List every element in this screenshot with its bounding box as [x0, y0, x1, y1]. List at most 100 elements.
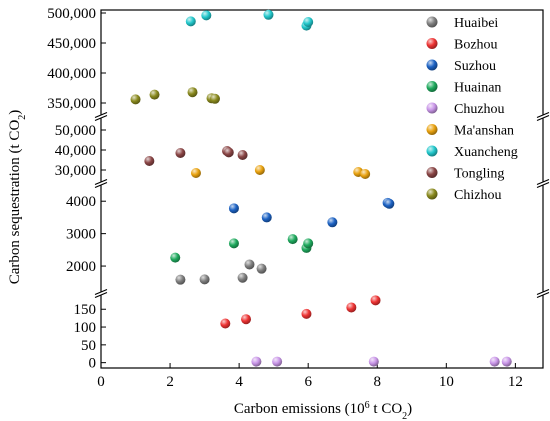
x-tick-label: 12	[508, 374, 523, 390]
data-point	[149, 89, 160, 100]
data-point	[190, 168, 201, 178]
data-point	[368, 356, 379, 367]
axis-break-mark	[94, 181, 108, 189]
data-point	[201, 10, 212, 21]
data-points	[130, 9, 512, 367]
plot-frame	[94, 9, 550, 369]
legend-marker	[426, 124, 438, 135]
legend-marker	[426, 145, 438, 157]
data-point	[237, 150, 248, 160]
y-tick-label: 50,000	[55, 123, 96, 139]
axis-break-gap	[540, 114, 546, 119]
data-point	[301, 308, 312, 319]
data-point	[251, 356, 262, 367]
data-point	[272, 356, 283, 367]
legend: Huaibei Bozhou Suzhou Huainan Chuzhou Ma'ansh…	[426, 16, 518, 203]
data-point	[370, 295, 381, 306]
data-point	[327, 217, 338, 228]
data-point	[501, 356, 512, 367]
legend-label: Huaibei	[454, 16, 498, 31]
data-point	[303, 238, 314, 249]
legend-marker	[426, 188, 438, 200]
x-tick-label: 8	[374, 374, 382, 390]
data-point	[360, 169, 371, 179]
data-point	[263, 9, 274, 20]
y-tick-label: 500,000	[47, 6, 96, 22]
y-tick-label: 40,000	[55, 143, 96, 159]
axis-break-gap	[98, 114, 104, 119]
axis-break-mark	[94, 114, 108, 122]
data-point	[220, 318, 231, 329]
data-point	[175, 148, 186, 158]
data-point	[237, 272, 248, 283]
x-axis-title: Carbon emissions (106 t CO2)	[234, 400, 412, 421]
x-axis-ticks: 0 2 4 6 8 10 12	[97, 363, 523, 390]
legend-label: Bozhou	[454, 38, 498, 53]
data-point	[261, 212, 272, 223]
data-point	[256, 263, 267, 274]
axis-break-mark	[536, 178, 550, 186]
data-point	[223, 147, 234, 158]
legend-marker	[426, 38, 438, 49]
data-point	[303, 17, 314, 27]
legend-marker	[426, 59, 438, 71]
y-tick-label: 30,000	[55, 163, 96, 179]
legend-marker	[426, 81, 438, 92]
axis-break-gap	[98, 291, 104, 296]
axis-break-gap	[540, 291, 546, 296]
data-point	[489, 356, 500, 367]
axis-break-mark	[94, 288, 108, 296]
data-point	[241, 314, 252, 325]
axis-break-mark	[536, 111, 550, 119]
data-point	[244, 259, 255, 270]
x-tick-label: 2	[166, 374, 174, 390]
axis-break-mark	[94, 111, 108, 119]
y-tick-label: 2000	[66, 259, 96, 275]
data-point	[170, 252, 181, 263]
y-tick-label: 450,000	[47, 36, 96, 52]
data-point	[175, 274, 186, 285]
data-point	[144, 156, 155, 166]
y-tick-label: 4000	[66, 194, 96, 210]
data-point	[209, 93, 220, 104]
data-point	[187, 87, 198, 98]
legend-marker	[426, 16, 438, 28]
y-tick-label: 50	[81, 338, 96, 354]
y-tick-label: 0	[89, 356, 97, 372]
data-point	[228, 238, 239, 249]
legend-label: Xuancheng	[454, 145, 518, 160]
data-point	[199, 274, 210, 285]
legend-marker	[426, 102, 438, 114]
x-tick-label: 6	[304, 374, 312, 390]
data-point	[346, 302, 357, 313]
data-point	[130, 94, 141, 105]
legend-label: Chizhou	[454, 188, 501, 203]
data-point	[287, 234, 298, 245]
y-axis-ticks: 350,000 400,000 450,000 500,000 30,000 40,000…	[47, 6, 106, 372]
legend-label: Chuzhou	[454, 102, 505, 117]
plot-border	[100, 9, 544, 369]
axis-break-mark	[94, 178, 108, 186]
legend-label: Ma'anshan	[454, 124, 514, 139]
legend-label: Huainan	[454, 81, 501, 96]
data-point	[185, 16, 196, 27]
y-tick-label: 400,000	[47, 66, 96, 82]
axis-break-gap	[540, 181, 546, 186]
axis-break-gap	[98, 181, 104, 186]
legend-marker	[426, 167, 438, 178]
data-point	[384, 198, 395, 209]
y-axis-title: Carbon sequestration (t CO2)	[7, 110, 28, 285]
axis-break-mark	[536, 114, 550, 122]
legend-label: Suzhou	[454, 59, 496, 74]
y-tick-label: 100	[74, 320, 97, 336]
axis-break-mark	[536, 181, 550, 189]
x-tick-label: 0	[97, 374, 105, 390]
y-tick-label: 350,000	[47, 96, 96, 112]
axis-break-mark	[536, 291, 550, 299]
data-point	[228, 203, 239, 214]
legend-label: Tongling	[454, 167, 504, 182]
y-tick-label: 3000	[66, 227, 96, 243]
y-tick-label: 150	[74, 302, 97, 318]
x-tick-label: 4	[235, 374, 243, 390]
